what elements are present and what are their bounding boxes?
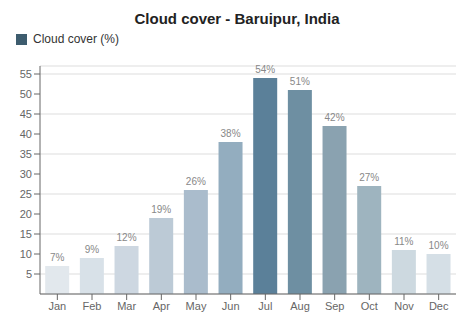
svg-text:Mar: Mar <box>117 300 136 312</box>
svg-text:55: 55 <box>20 68 32 80</box>
svg-text:Sep: Sep <box>325 300 345 312</box>
svg-text:Apr: Apr <box>153 300 170 312</box>
svg-text:Jan: Jan <box>48 300 66 312</box>
svg-text:10%: 10% <box>429 240 449 251</box>
svg-text:54%: 54% <box>255 64 275 75</box>
svg-text:12%: 12% <box>117 232 137 243</box>
svg-text:Feb: Feb <box>83 300 102 312</box>
svg-text:Oct: Oct <box>361 300 378 312</box>
svg-text:May: May <box>186 300 207 312</box>
svg-text:19%: 19% <box>151 204 171 215</box>
svg-text:10: 10 <box>20 248 32 260</box>
svg-text:51%: 51% <box>290 76 310 87</box>
svg-text:26%: 26% <box>186 176 206 187</box>
svg-text:40: 40 <box>20 128 32 140</box>
svg-text:Dec: Dec <box>429 300 449 312</box>
svg-text:Nov: Nov <box>394 300 414 312</box>
svg-text:30: 30 <box>20 168 32 180</box>
html-text:Cloud cover (%): Cloud cover (%) <box>33 32 119 46</box>
svg-text:25: 25 <box>20 188 32 200</box>
svg-text:11%: 11% <box>394 236 413 247</box>
svg-text:27%: 27% <box>359 172 379 183</box>
svg-text:9%: 9% <box>85 244 100 255</box>
html-text:Cloud cover - Baruipur, India: Cloud cover - Baruipur, India <box>134 10 340 27</box>
svg-text:Aug: Aug <box>290 300 310 312</box>
svg-text:50: 50 <box>20 88 32 100</box>
svg-text:15: 15 <box>20 228 32 240</box>
svg-text:7%: 7% <box>50 252 65 263</box>
svg-text:5: 5 <box>26 268 32 280</box>
svg-text:42%: 42% <box>325 112 345 123</box>
svg-text:45: 45 <box>20 108 32 120</box>
svg-text:38%: 38% <box>221 128 241 139</box>
svg-text:20: 20 <box>20 208 32 220</box>
svg-text:Jun: Jun <box>222 300 240 312</box>
svg-text:Jul: Jul <box>258 300 272 312</box>
svg-text:35: 35 <box>20 148 32 160</box>
